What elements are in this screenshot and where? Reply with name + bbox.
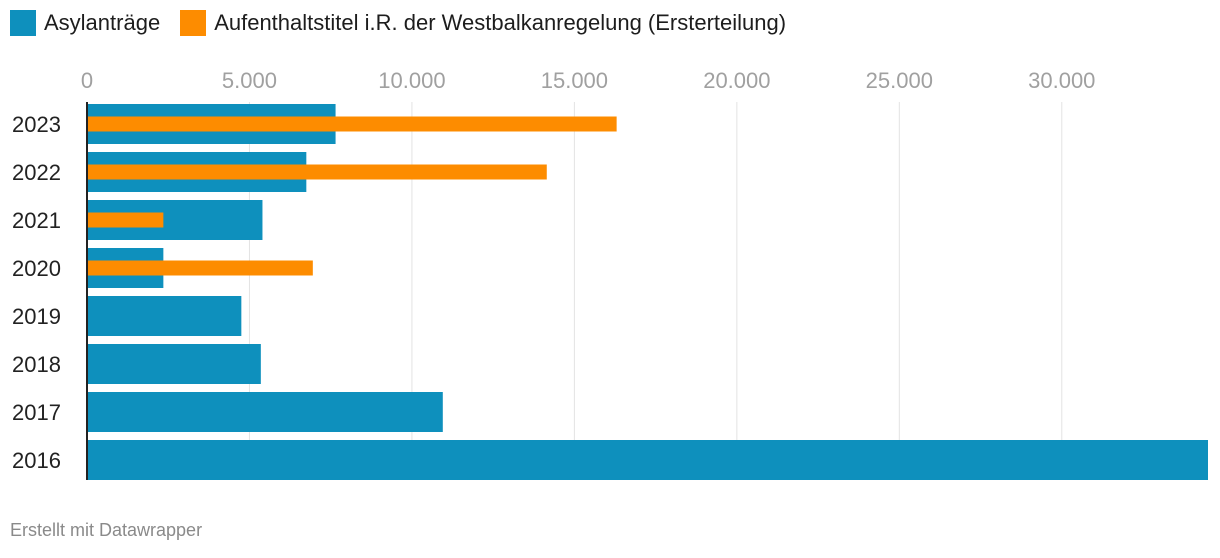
x-tick-label-5000: 5.000 — [222, 68, 277, 93]
bar-asylantraege-2018 — [87, 344, 261, 384]
legend-swatch-asylantraege — [10, 10, 36, 36]
bar-asylantraege-2017 — [87, 392, 443, 432]
category-label-2018: 2018 — [12, 352, 61, 377]
bar-westbalkan-2023 — [87, 116, 617, 132]
category-label-2020: 2020 — [12, 256, 61, 281]
x-tick-label-0: 0 — [81, 68, 93, 93]
bar-asylantraege-2016 — [87, 440, 1208, 480]
legend-label-asylantraege: Asylanträge — [44, 10, 161, 35]
bar-westbalkan-2021 — [87, 212, 164, 228]
x-tick-label-20000: 20.000 — [703, 68, 770, 93]
x-tick-label-10000: 10.000 — [378, 68, 445, 93]
category-label-2019: 2019 — [12, 304, 61, 329]
bar-chart: 0 5.000 10.000 15.000 20.000 25.000 30.000 2023… — [12, 68, 1208, 480]
category-label-2022: 2022 — [12, 160, 61, 185]
x-tick-label-15000: 15.000 — [541, 68, 608, 93]
category-label-2021: 2021 — [12, 208, 61, 233]
category-label-2016: 2016 — [12, 448, 61, 473]
legend-swatch-westbalkan — [180, 10, 207, 36]
x-tick-label-25000: 25.000 — [866, 68, 933, 93]
bar-westbalkan-2020 — [87, 260, 313, 276]
footer-credit: Erstellt mit Datawrapper — [10, 520, 203, 540]
chart-legend: Asylanträge Aufenthaltstitel i.R. der We… — [10, 10, 786, 36]
bar-asylantraege-2019 — [87, 296, 242, 336]
bar-westbalkan-2022 — [87, 164, 547, 180]
category-label-2023: 2023 — [12, 112, 61, 137]
category-label-2017: 2017 — [12, 400, 61, 425]
legend-item-westbalkan: Aufenthaltstitel i.R. der Westbalkanrege… — [180, 10, 786, 36]
legend-item-asylantraege: Asylanträge — [10, 10, 160, 36]
legend-label-westbalkan: Aufenthaltstitel i.R. der Westbalkanrege… — [214, 10, 787, 35]
x-tick-label-30000: 30.000 — [1028, 68, 1095, 93]
